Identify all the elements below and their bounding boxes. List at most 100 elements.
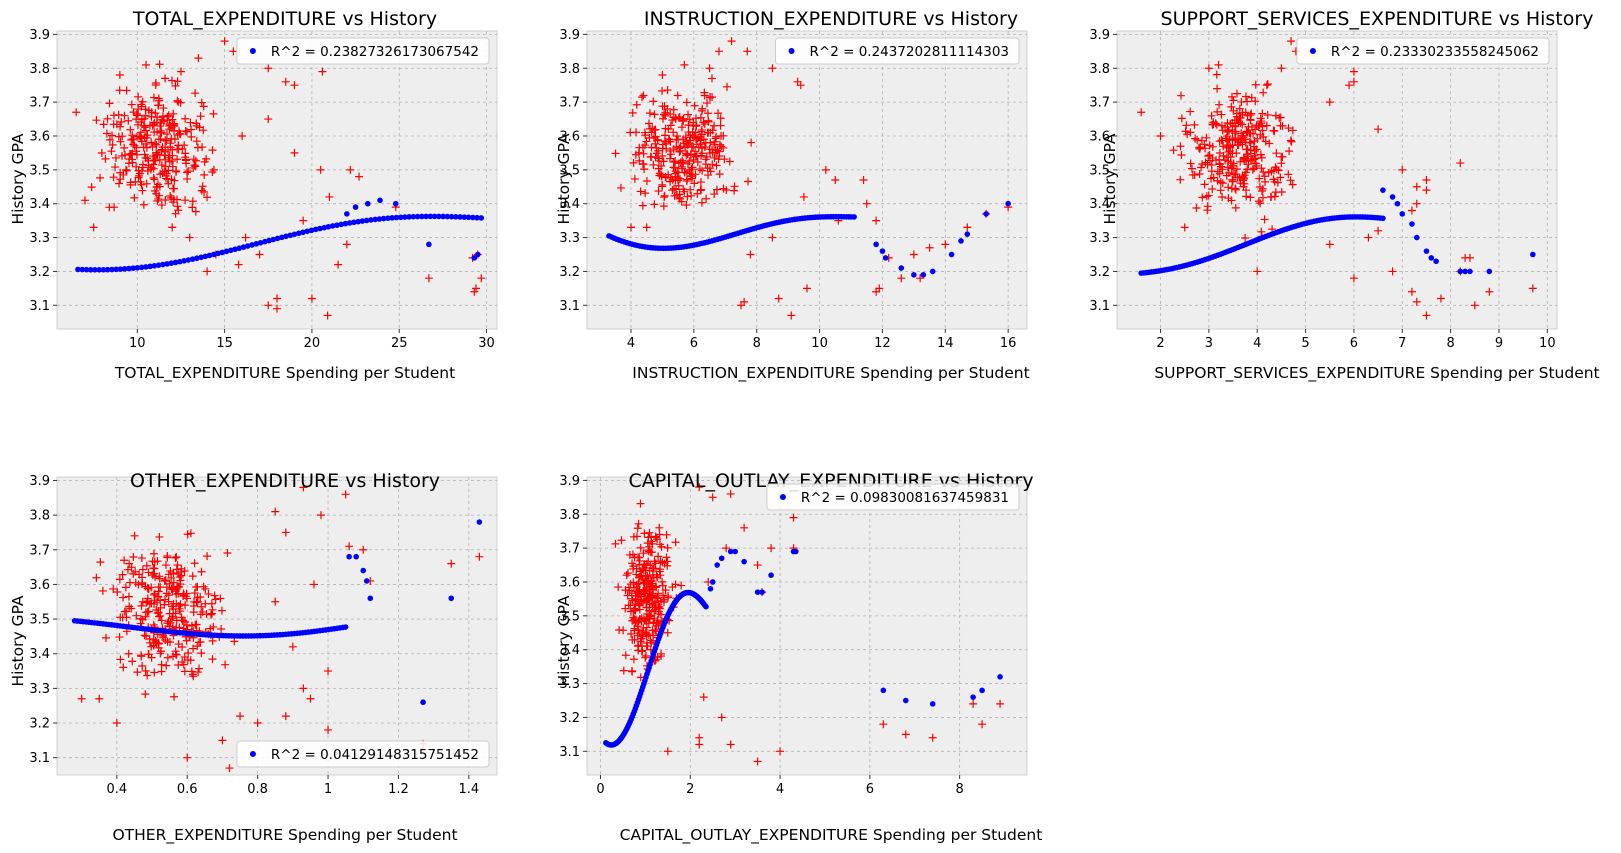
data-point [166, 618, 175, 627]
data-point [695, 740, 704, 749]
data-point [1215, 148, 1224, 157]
data-point [663, 557, 672, 566]
data-point [1237, 98, 1246, 107]
data-point [646, 152, 655, 161]
data-point [639, 549, 648, 558]
data-point [691, 152, 700, 161]
data-point [719, 184, 728, 193]
data-point [194, 54, 203, 63]
data-point [208, 636, 217, 645]
x-tick-label: 6 [690, 336, 698, 351]
data-point [216, 594, 225, 603]
x-tick-label: 5 [1301, 336, 1309, 351]
data-point [1253, 267, 1262, 276]
data-point [717, 142, 726, 151]
data-point [633, 524, 642, 533]
data-point [217, 606, 226, 615]
data-point [1204, 152, 1213, 161]
data-point [355, 172, 364, 181]
data-point [156, 603, 165, 612]
data-point [657, 649, 666, 658]
fit-point [929, 701, 936, 707]
data-point [138, 186, 147, 195]
fit-point [1380, 215, 1386, 222]
fit-point [338, 221, 344, 228]
data-point [191, 207, 200, 216]
data-point [1169, 146, 1178, 155]
x-tick-label: 12 [874, 336, 891, 351]
data-point [130, 193, 139, 202]
fit-point [100, 266, 107, 273]
data-point [685, 157, 694, 166]
data-point [1271, 111, 1280, 120]
data-point [1213, 107, 1222, 116]
data-point [1240, 135, 1249, 144]
data-point [160, 167, 169, 176]
data-point [141, 139, 150, 148]
y-tick-label: 3.7 [1089, 96, 1110, 111]
fit-point [160, 261, 166, 268]
fit-point [920, 272, 927, 278]
data-point [299, 216, 308, 225]
data-point [145, 635, 154, 644]
plot-area [1116, 30, 1558, 330]
data-point [187, 667, 196, 676]
fit-point [261, 238, 268, 245]
data-point [168, 162, 177, 171]
data-point [137, 601, 146, 610]
data-point [621, 651, 630, 660]
fit-point [461, 214, 468, 220]
data-point [221, 660, 230, 669]
data-point [669, 128, 678, 137]
data-point [747, 138, 756, 147]
data-point [185, 233, 194, 242]
data-point [659, 591, 668, 600]
y-tick-label: 3.1 [559, 299, 580, 314]
data-point [646, 636, 655, 645]
data-point [253, 719, 262, 728]
y-tick-label: 3.5 [29, 613, 50, 628]
data-point [1197, 163, 1206, 172]
data-point [341, 490, 350, 499]
data-point [707, 74, 716, 83]
x-tick-label: 2 [686, 782, 694, 797]
data-point [640, 128, 649, 137]
data-point [142, 179, 151, 188]
legend-label: R^2 = 0.2437202811114303 [810, 44, 1009, 60]
data-point [181, 126, 190, 135]
fit-point [385, 215, 391, 221]
data-point [120, 607, 129, 616]
data-point [726, 489, 735, 498]
data-point [103, 114, 112, 123]
fit-point [427, 213, 434, 220]
data-point [197, 186, 206, 195]
data-point [1231, 203, 1240, 212]
data-point [1261, 137, 1270, 146]
data-point [157, 161, 166, 170]
data-point [664, 125, 673, 134]
fit-point [1389, 194, 1396, 200]
data-point [1276, 121, 1285, 130]
data-point [172, 553, 181, 562]
data-point [658, 577, 667, 586]
data-point [627, 629, 636, 638]
data-point [161, 595, 170, 604]
data-point [682, 149, 691, 158]
data-point [105, 203, 114, 212]
data-point [1235, 104, 1244, 113]
data-point [109, 173, 118, 182]
fit-point [304, 228, 311, 235]
data-point [143, 671, 152, 680]
data-point [112, 719, 121, 728]
fit-point [768, 572, 774, 579]
data-point [711, 149, 720, 158]
fit-point [249, 242, 255, 248]
y-tick-label: 3.4 [1089, 197, 1110, 212]
data-point [128, 657, 137, 666]
data-point [1246, 115, 1255, 124]
data-point [150, 175, 159, 184]
fit-point [232, 246, 238, 253]
data-point [1272, 165, 1281, 174]
data-point [650, 200, 659, 209]
fit-point [274, 235, 281, 242]
